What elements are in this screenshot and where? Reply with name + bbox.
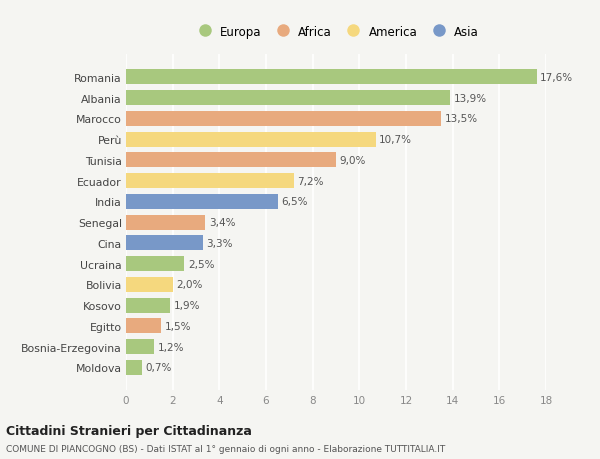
Bar bbox=[126, 257, 184, 271]
Text: 17,6%: 17,6% bbox=[540, 73, 573, 83]
Text: 13,5%: 13,5% bbox=[445, 114, 478, 124]
Bar bbox=[126, 215, 205, 230]
Text: 6,5%: 6,5% bbox=[281, 197, 308, 207]
Text: 10,7%: 10,7% bbox=[379, 135, 412, 145]
Bar bbox=[126, 132, 376, 147]
Bar bbox=[126, 112, 441, 127]
Text: 9,0%: 9,0% bbox=[340, 156, 366, 166]
Text: 7,2%: 7,2% bbox=[298, 176, 324, 186]
Text: 3,3%: 3,3% bbox=[206, 238, 233, 248]
Bar bbox=[126, 319, 161, 334]
Text: 1,2%: 1,2% bbox=[157, 342, 184, 352]
Bar bbox=[126, 298, 170, 313]
Bar bbox=[126, 195, 278, 209]
Bar bbox=[126, 70, 536, 85]
Text: 1,9%: 1,9% bbox=[174, 300, 200, 310]
Text: 1,5%: 1,5% bbox=[164, 321, 191, 331]
Text: 3,4%: 3,4% bbox=[209, 218, 235, 228]
Legend: Europa, Africa, America, Asia: Europa, Africa, America, Asia bbox=[188, 21, 484, 43]
Text: 0,7%: 0,7% bbox=[146, 363, 172, 372]
Text: 13,9%: 13,9% bbox=[454, 94, 487, 103]
Bar bbox=[126, 236, 203, 251]
Bar bbox=[126, 153, 336, 168]
Text: 2,5%: 2,5% bbox=[188, 259, 214, 269]
Bar bbox=[126, 339, 154, 354]
Text: Cittadini Stranieri per Cittadinanza: Cittadini Stranieri per Cittadinanza bbox=[6, 424, 252, 437]
Bar bbox=[126, 277, 173, 292]
Bar bbox=[126, 360, 142, 375]
Bar bbox=[126, 91, 451, 106]
Text: COMUNE DI PIANCOGNO (BS) - Dati ISTAT al 1° gennaio di ogni anno - Elaborazione : COMUNE DI PIANCOGNO (BS) - Dati ISTAT al… bbox=[6, 444, 445, 453]
Bar bbox=[126, 174, 294, 189]
Text: 2,0%: 2,0% bbox=[176, 280, 203, 290]
